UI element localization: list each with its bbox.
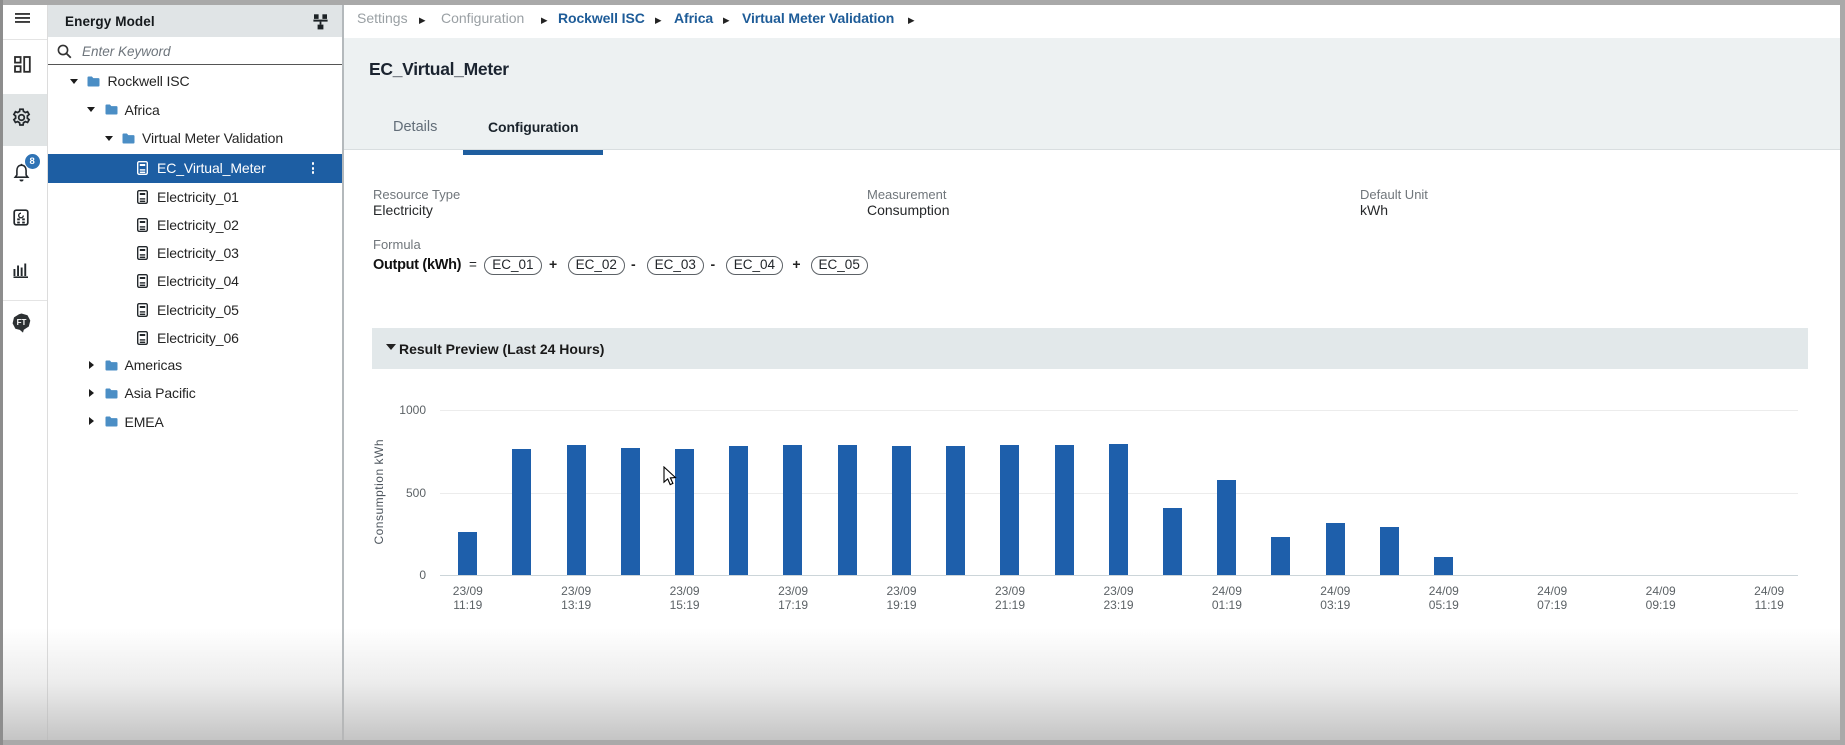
svg-text:FT: FT (17, 318, 27, 327)
